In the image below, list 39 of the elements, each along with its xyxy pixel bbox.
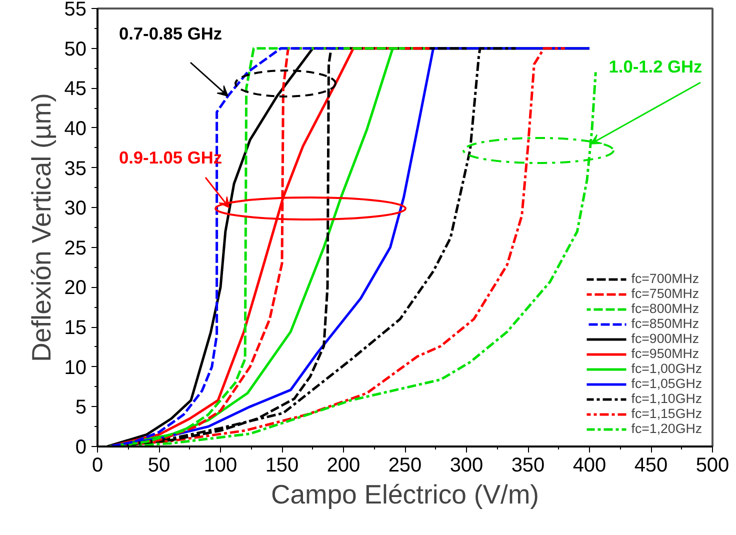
legend-label: fc=1,15GHz xyxy=(631,406,702,421)
x-tick-label: 500 xyxy=(696,454,730,476)
y-tick-label: 55 xyxy=(64,0,87,20)
y-tick-label: 25 xyxy=(64,237,87,260)
legend-label: fc=1,00GHz xyxy=(631,361,702,376)
y-tick-label: 50 xyxy=(64,38,87,60)
y-tick-label: 20 xyxy=(64,277,87,300)
x-tick-label: 0 xyxy=(92,454,104,476)
x-tick-label: 150 xyxy=(265,454,299,476)
y-tick-label: 0 xyxy=(75,436,86,458)
legend-label: fc=700MHz xyxy=(631,271,700,286)
x-tick-label: 50 xyxy=(148,454,170,476)
x-tick-label: 250 xyxy=(388,454,422,476)
y-tick-label: 35 xyxy=(64,158,87,180)
x-axis-title: Campo Eléctrico (V/m) xyxy=(270,480,540,510)
annotation: 0.9-1.05 GHz xyxy=(118,148,222,168)
y-tick-label: 40 xyxy=(64,118,87,140)
x-tick-label: 450 xyxy=(634,454,668,476)
legend-label: fc=1,05GHz xyxy=(631,376,702,391)
legend-label: fc=1,20GHz xyxy=(631,421,702,436)
legend-label: fc=900MHz xyxy=(631,331,700,346)
x-tick-label: 400 xyxy=(572,454,606,476)
x-tick-label: 300 xyxy=(450,454,484,476)
y-tick-label: 15 xyxy=(64,317,87,340)
annotation: 0.7-0.85 GHz xyxy=(118,24,222,44)
y-axis-title: Deflexión Vertical (µm) xyxy=(26,93,56,362)
x-tick-label: 200 xyxy=(326,454,360,476)
legend-label: fc=800MHz xyxy=(631,301,700,316)
legend-label: fc=750MHz xyxy=(631,286,700,301)
annotation: 1.0-1.2 GHz xyxy=(608,56,703,76)
y-tick-label: 5 xyxy=(75,396,86,419)
legend-label: fc=950MHz xyxy=(631,346,700,361)
x-tick-label: 100 xyxy=(204,454,238,476)
y-tick-label: 45 xyxy=(64,78,87,100)
x-tick-label: 350 xyxy=(511,454,545,476)
legend-label: fc=1,10GHz xyxy=(631,391,702,406)
y-tick-label: 10 xyxy=(64,356,87,379)
y-tick-label: 30 xyxy=(64,198,87,220)
legend-label: fc=850MHz xyxy=(631,316,700,331)
